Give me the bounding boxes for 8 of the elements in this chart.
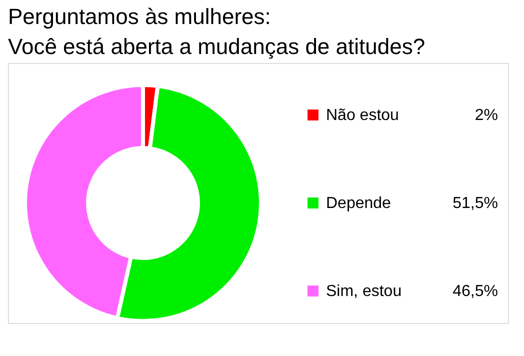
- data-label: 2%: [474, 107, 498, 124]
- legend-label: Sim, estou: [326, 283, 402, 300]
- legend-label: Depende: [326, 195, 392, 212]
- data-label: 51,5%: [452, 195, 498, 212]
- legend-label: Não estou: [326, 107, 399, 124]
- text: Perguntamos às mulheres:: [8, 4, 271, 29]
- text: Você está aberta a mudanças de atitudes?: [8, 34, 426, 59]
- data-label: 46,5%: [452, 283, 498, 300]
